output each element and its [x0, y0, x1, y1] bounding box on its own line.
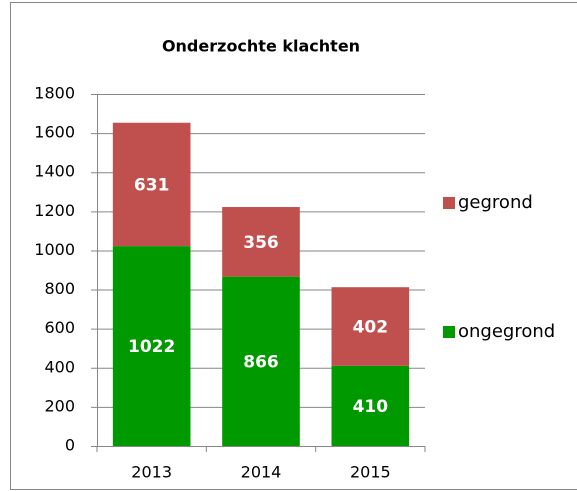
- legend-label: ongegrond: [458, 321, 555, 342]
- y-tick-label: 1800: [34, 84, 75, 103]
- x-tick-label: 2015: [350, 463, 391, 482]
- bar-segment: [331, 365, 410, 446]
- legend-label: gegrond: [458, 192, 533, 213]
- data-label: 410: [353, 397, 389, 417]
- x-tick-label: 2013: [131, 463, 172, 482]
- y-tick-label: 800: [44, 279, 75, 298]
- chart-title: Onderzochte klachten: [162, 37, 360, 56]
- y-tick-label: 200: [44, 396, 75, 415]
- y-tick-label: 0: [65, 436, 75, 455]
- data-label: 631: [134, 175, 170, 195]
- y-tick-label: 1600: [34, 123, 75, 142]
- bar-segment: [331, 287, 410, 366]
- x-tick-label: 2014: [241, 463, 282, 482]
- data-label: 1022: [128, 337, 175, 357]
- legend-swatch: [443, 197, 455, 209]
- bar-segment: [222, 207, 300, 277]
- y-tick-label: 400: [44, 357, 75, 376]
- y-tick-label: 1400: [34, 162, 75, 181]
- y-tick-label: 1200: [34, 201, 75, 220]
- bar-segment: [112, 246, 191, 446]
- y-tick-label: 1000: [34, 240, 75, 259]
- data-label: 402: [353, 318, 389, 338]
- legend-swatch: [443, 326, 455, 338]
- data-label: 356: [243, 233, 279, 253]
- bar-segment: [112, 122, 191, 247]
- data-label: 866: [243, 352, 279, 372]
- y-tick-label: 600: [44, 318, 75, 337]
- bar-segment: [222, 276, 300, 446]
